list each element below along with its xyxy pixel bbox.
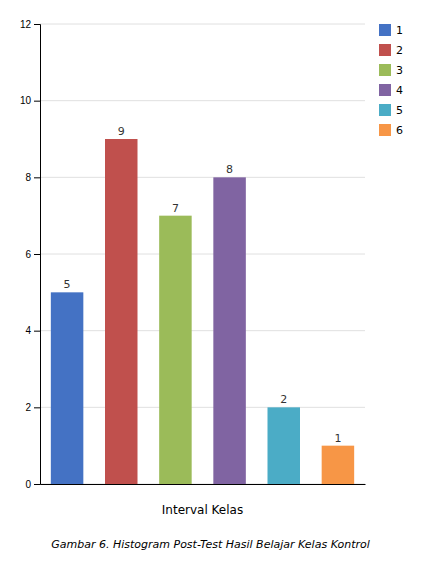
legend-item: 6 [379, 124, 403, 137]
y-tick-label: 2 [25, 402, 31, 413]
data-label: 8 [226, 163, 233, 176]
grid-line [40, 177, 365, 178]
y-tick-mark [34, 407, 40, 408]
bars [51, 139, 354, 484]
legend-swatch [379, 44, 391, 56]
title: Gambar 6. Histogram Post-Test Hasil Bela… [51, 538, 370, 551]
y-tick-label: 12 [20, 19, 32, 30]
bar [105, 139, 138, 484]
legend-label: 5 [396, 104, 403, 117]
y-tick-mark [34, 101, 40, 102]
data-label: 1 [334, 432, 341, 445]
legend-label: 2 [396, 44, 403, 57]
legend-item: 3 [379, 64, 403, 77]
data-label: 7 [172, 202, 179, 215]
data-label: 5 [64, 278, 71, 291]
y-tick: 2 [25, 402, 40, 413]
legend-item: 4 [379, 84, 403, 97]
plot: 0 2 4 6 8 10 12 5 9 7 8 2 1 [20, 19, 366, 490]
legend-swatch [379, 104, 391, 116]
legend-swatch [379, 84, 391, 96]
y-tick-label: 4 [25, 325, 31, 336]
legend-item: 2 [379, 44, 403, 57]
y-tick-mark [34, 254, 40, 255]
legend: 1 2 3 4 5 6 [379, 24, 403, 137]
y-tick-label: 10 [20, 95, 32, 106]
y-tick: 10 [20, 95, 40, 106]
legend-item: 5 [379, 104, 403, 117]
data-label: 9 [118, 125, 125, 138]
legend-label: 3 [396, 64, 403, 77]
grid-line [40, 330, 365, 331]
grid-line [40, 484, 365, 485]
legend-label: 6 [396, 124, 403, 137]
grid-line [40, 407, 365, 408]
y-tick-mark [34, 177, 40, 178]
chart: 024681012597821Interval Kelas123456Gamba… [0, 0, 421, 562]
y-tick-mark [34, 331, 40, 332]
bar [51, 292, 83, 484]
bar [268, 407, 301, 484]
grid [40, 24, 365, 484]
y-tick-mark [34, 484, 40, 485]
x-axis-line [41, 484, 366, 485]
legend-swatch [379, 124, 391, 136]
legend-label: 1 [396, 24, 403, 37]
y-tick: 6 [25, 249, 40, 260]
y-tick: 12 [20, 19, 40, 30]
y-tick-label: 8 [25, 172, 31, 183]
y-tick-label: 0 [25, 479, 31, 490]
grid-line [40, 24, 365, 25]
legend-label: 4 [396, 84, 403, 97]
data-label: 2 [280, 393, 287, 406]
x-axis [41, 484, 366, 485]
legend-swatch [379, 24, 391, 36]
bar [322, 446, 355, 484]
legend-item: 1 [379, 24, 403, 37]
bar [159, 216, 192, 484]
y-axis-line [34, 25, 41, 485]
bar [213, 177, 246, 484]
y-tick: 0 [25, 479, 40, 490]
grid-line [40, 100, 365, 101]
y-axis: 0 2 4 6 8 10 12 [20, 19, 41, 490]
y-tick: 8 [25, 172, 40, 183]
y-tick-label: 6 [25, 249, 31, 260]
data-labels: 5 9 7 8 2 1 [64, 125, 342, 445]
legend-swatch [379, 64, 391, 76]
grid-line [40, 254, 365, 255]
y-tick: 4 [25, 325, 40, 336]
x-axis-title: Interval Kelas [162, 503, 243, 517]
y-tick-mark [34, 24, 40, 25]
